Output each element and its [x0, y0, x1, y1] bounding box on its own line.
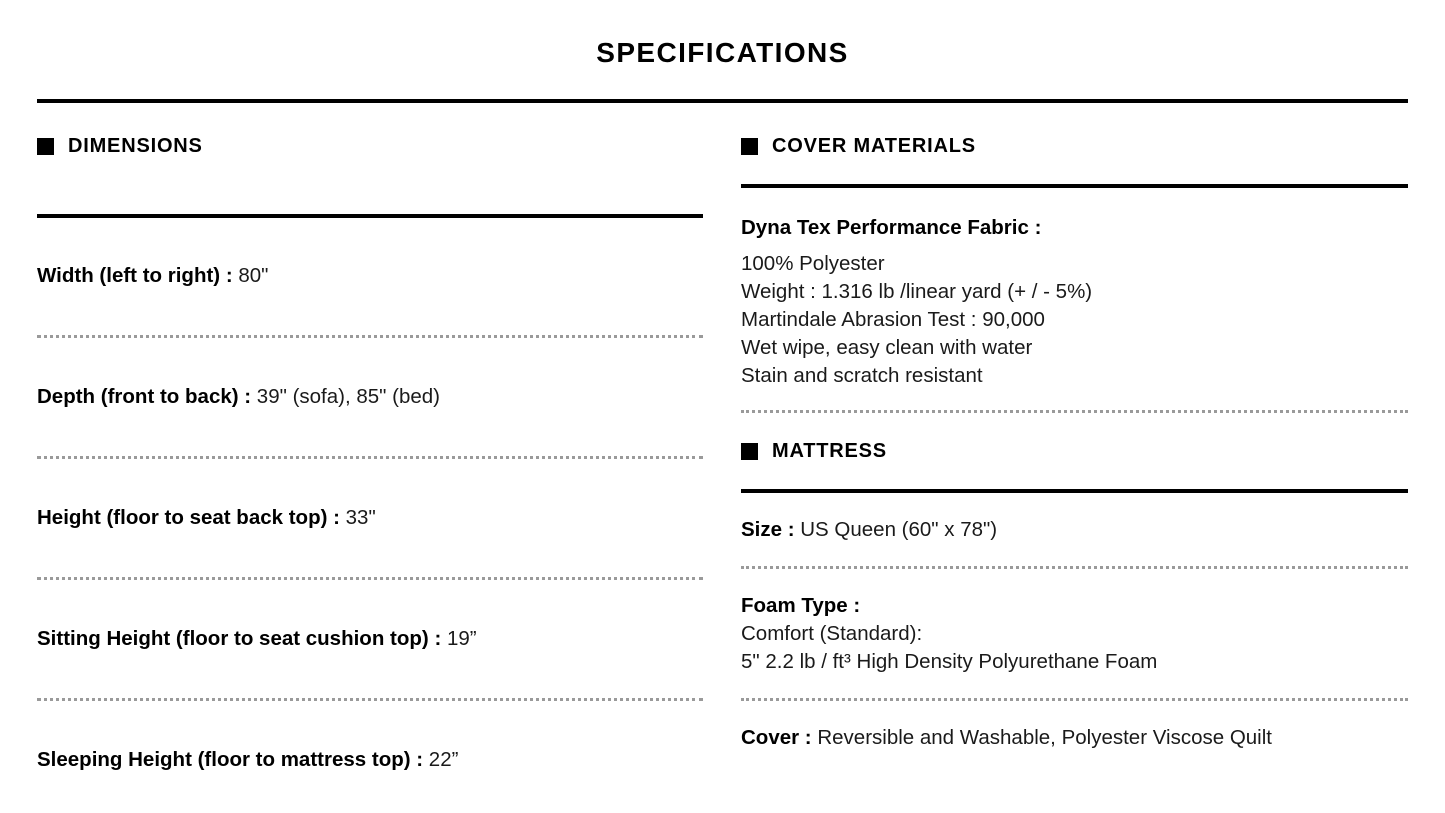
row-value: 80": [238, 264, 269, 287]
row-label: Sitting Height (floor to seat cushion to…: [37, 627, 442, 650]
row-label: Height (floor to seat back top) :: [37, 506, 340, 529]
cover-materials-header-rule: [741, 184, 1408, 188]
mattress-row-cover: Cover : Reversible and Washable, Polyest…: [741, 724, 1408, 752]
dimensions-column: DIMENSIONS Width (left to right) : 80" D…: [37, 133, 703, 774]
spacer: [741, 464, 1408, 489]
row-label: Size :: [741, 518, 795, 541]
row-label: Cover :: [741, 726, 812, 749]
row-value: US Queen (60" x 78"): [800, 518, 998, 541]
row-label: Foam Type :: [741, 594, 861, 617]
dimension-row-depth: Depth (front to back) : 39" (sofa), 85" …: [37, 383, 703, 411]
dimension-row-sitting-height: Sitting Height (floor to seat cushion to…: [37, 625, 703, 653]
page-title: SPECIFICATIONS: [596, 37, 849, 68]
table-row: Depth (front to back) : 39" (sofa), 85" …: [37, 338, 703, 456]
dimensions-header-rule: [37, 214, 703, 218]
spacer: [37, 159, 703, 214]
row-divider: [741, 410, 1408, 413]
section-header-mattress: MATTRESS: [741, 438, 1408, 464]
table-row: Cover : Reversible and Washable, Polyest…: [741, 701, 1408, 752]
mattress-row-foam-type-label: Foam Type :: [741, 592, 1408, 620]
section-title-cover-materials: COVER MATERIALS: [772, 135, 976, 157]
fabric-name: Dyna Tex Performance Fabric :: [741, 214, 1408, 242]
table-row: Width (left to right) : 80": [37, 218, 703, 335]
mattress-row-foam-type-details: Comfort (Standard): 5" 2.2 lb / ft³ High…: [741, 622, 1158, 673]
table-row: Foam Type : Comfort (Standard): 5" 2.2 l…: [741, 569, 1408, 698]
row-value: 39" (sofa), 85" (bed): [256, 385, 440, 408]
table-row: Height (floor to seat back top) : 33": [37, 459, 703, 577]
table-row: Sleeping Height (floor to mattress top) …: [37, 701, 703, 774]
row-divider: [37, 335, 703, 338]
filled-square-icon: [37, 137, 54, 155]
table-row: Size : US Queen (60" x 78"): [741, 493, 1408, 566]
spacer: [741, 413, 1408, 438]
spacer: [741, 242, 1408, 250]
filled-square-icon: [741, 442, 758, 460]
title-divider-rule: [37, 99, 1408, 103]
fabric-name-label: Dyna Tex Performance Fabric :: [741, 216, 1042, 239]
dimension-row-height: Height (floor to seat back top) : 33": [37, 504, 703, 532]
section-title-mattress: MATTRESS: [772, 440, 887, 462]
filled-square-icon: [741, 137, 758, 155]
row-label: Width (left to right) :: [37, 264, 233, 287]
section-header-dimensions: DIMENSIONS: [37, 133, 703, 159]
table-row: Sitting Height (floor to seat cushion to…: [37, 580, 703, 698]
row-value: Reversible and Washable, Polyester Visco…: [817, 726, 1272, 749]
row-divider: [741, 698, 1408, 701]
row-label: Depth (front to back) :: [37, 385, 252, 408]
dimension-row-width: Width (left to right) : 80": [37, 262, 703, 290]
mattress-header-rule: [741, 489, 1408, 493]
row-value: 33": [345, 506, 376, 529]
row-divider: [37, 456, 703, 459]
row-value: 22”: [428, 748, 459, 771]
mattress-row-size: Size : US Queen (60" x 78"): [741, 516, 1408, 544]
row-divider: [741, 566, 1408, 569]
dimension-row-sleeping-height: Sleeping Height (floor to mattress top) …: [37, 746, 703, 774]
row-divider: [37, 577, 703, 580]
row-label: Sleeping Height (floor to mattress top) …: [37, 748, 424, 771]
section-title-dimensions: DIMENSIONS: [68, 135, 203, 157]
materials-column: COVER MATERIALS Dyna Tex Performance Fab…: [741, 133, 1408, 752]
row-divider: [37, 698, 703, 701]
spacer: [741, 159, 1408, 184]
cover-materials-block: Dyna Tex Performance Fabric : 100% Polye…: [741, 188, 1408, 410]
row-value: 19”: [446, 627, 477, 650]
section-header-cover-materials: COVER MATERIALS: [741, 133, 1408, 159]
fabric-details: 100% Polyester Weight : 1.316 lb /linear…: [741, 252, 1093, 387]
